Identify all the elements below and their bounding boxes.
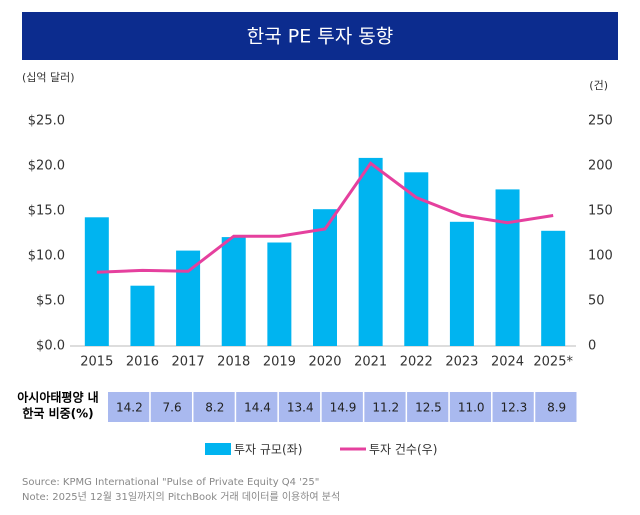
bar bbox=[495, 189, 520, 346]
bar bbox=[449, 221, 474, 346]
share-cell bbox=[278, 392, 321, 422]
x-tick-label: 2025* bbox=[533, 355, 573, 370]
chart-title: 한국 PE 투자 동향 bbox=[247, 26, 393, 48]
share-value: 14.2 bbox=[116, 401, 143, 415]
y-tick-label: $25.0 bbox=[28, 114, 65, 129]
y2-tick-label: 0 bbox=[588, 339, 596, 354]
bar bbox=[313, 209, 337, 346]
bar bbox=[130, 285, 155, 346]
x-tick-label: 2015 bbox=[80, 355, 113, 370]
line bbox=[96, 161, 554, 274]
share-value: 13.4 bbox=[287, 401, 314, 415]
note: Source: KPMG International "Pulse of Pri… bbox=[22, 477, 319, 488]
y-tick-label: $0.0 bbox=[36, 339, 65, 354]
legend-label: 투자 규모(좌) bbox=[234, 443, 302, 457]
x-tick-label: 2019 bbox=[263, 355, 296, 370]
x-tick-label: 2017 bbox=[172, 355, 205, 370]
share-value: 14.4 bbox=[244, 401, 271, 415]
bar bbox=[267, 242, 292, 346]
share-value: 11.2 bbox=[372, 401, 399, 415]
share-label: 아시아태평양 내 bbox=[17, 390, 98, 405]
share-value: 12.5 bbox=[415, 401, 442, 415]
y2-tick-label: 100 bbox=[588, 249, 613, 264]
share-value: 11.0 bbox=[458, 401, 485, 415]
share-label: 한국 비중(%) bbox=[22, 406, 93, 421]
y-tick-label: $10.0 bbox=[28, 249, 65, 264]
x-tick-label: 2016 bbox=[126, 355, 159, 370]
share-cell bbox=[364, 392, 406, 422]
x-tick-label: 2021 bbox=[354, 355, 387, 370]
y2-tick-label: 250 bbox=[588, 114, 613, 129]
share-cell bbox=[535, 392, 577, 422]
bar bbox=[221, 237, 246, 346]
legend-swatch bbox=[205, 443, 231, 455]
y-tick-label: $15.0 bbox=[28, 204, 65, 219]
share-cell bbox=[150, 392, 192, 422]
y2-tick-label: 150 bbox=[588, 204, 613, 219]
share-cell bbox=[407, 392, 449, 422]
bar bbox=[84, 217, 109, 346]
y2-tick-label: 50 bbox=[588, 294, 605, 309]
y-axis-label: (십억 달러) bbox=[22, 71, 75, 84]
share-cell bbox=[321, 392, 363, 422]
share-value: 7.6 bbox=[163, 401, 182, 415]
legend-label: 투자 건수(우) bbox=[369, 443, 437, 457]
share-value: 12.3 bbox=[501, 401, 528, 415]
y-tick-label: $5.0 bbox=[36, 294, 65, 309]
x-tick-label: 2018 bbox=[217, 355, 250, 370]
x-tick-label: 2023 bbox=[445, 355, 478, 370]
y-tick-label: $20.0 bbox=[28, 159, 65, 174]
bar bbox=[358, 157, 383, 346]
share-cell bbox=[492, 392, 534, 422]
y2-tick-label: 200 bbox=[588, 159, 613, 174]
share-cell bbox=[193, 392, 235, 422]
share-value: 8.2 bbox=[205, 401, 224, 415]
share-cell bbox=[108, 392, 150, 422]
y2-axis-label: (건) bbox=[589, 79, 608, 92]
share-value: 8.9 bbox=[547, 401, 566, 415]
share-value: 14.9 bbox=[330, 401, 357, 415]
share-cell bbox=[236, 392, 278, 422]
x-tick-label: 2024 bbox=[491, 355, 524, 370]
x-tick-label: 2022 bbox=[400, 355, 433, 370]
bar bbox=[541, 230, 566, 346]
x-tick-label: 2020 bbox=[308, 355, 341, 370]
note: Note: 2025년 12월 31일까지의 PitchBook 거래 데이터를… bbox=[22, 490, 340, 503]
share-cell bbox=[449, 392, 492, 422]
title-banner bbox=[22, 12, 618, 60]
